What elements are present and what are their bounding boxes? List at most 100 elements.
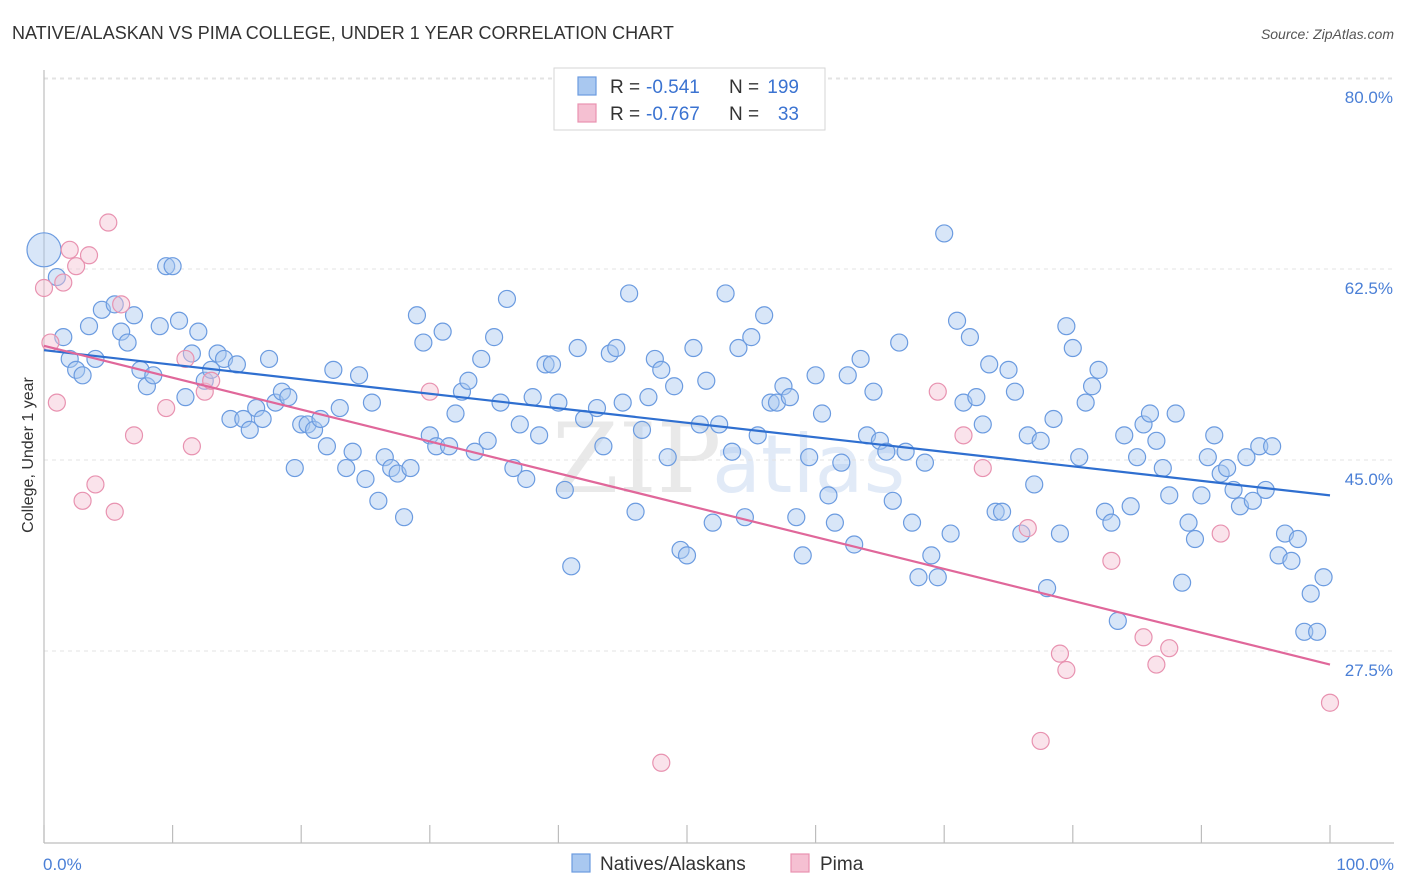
pima-trend-line	[43, 344, 1331, 666]
pima-point-3	[54, 273, 73, 292]
pima-point-27	[1102, 551, 1121, 570]
bottom-legend-label-natives: Natives/Alaskans	[600, 854, 746, 875]
legend-r-value-pima: -0.767	[646, 104, 700, 125]
legend-n-label-pima: N =	[729, 104, 759, 125]
natives-point-184	[1237, 448, 1256, 467]
natives-point-160	[1082, 377, 1102, 396]
natives-point-136	[928, 568, 947, 587]
pima-point-23	[1018, 519, 1037, 538]
natives-point-170	[1147, 431, 1166, 450]
natives-point-20	[176, 388, 195, 407]
natives-point-84	[594, 437, 613, 456]
natives-point-161	[1089, 360, 1108, 379]
natives-point-18	[163, 257, 182, 276]
natives-point-165	[1115, 426, 1134, 445]
natives-point-47	[349, 366, 369, 385]
natives-point-27	[221, 409, 240, 429]
natives-point-114	[787, 508, 806, 527]
natives-point-143	[973, 415, 992, 434]
natives-point-154	[1044, 409, 1063, 429]
natives-point-6	[79, 317, 99, 336]
natives-point-91	[639, 388, 658, 407]
natives-point-187	[1256, 480, 1275, 500]
natives-point-126	[864, 382, 883, 401]
pima-point-5	[67, 257, 86, 276]
natives-point-179	[1205, 426, 1224, 445]
pima-point-8	[86, 475, 105, 494]
legend-swatch-pima	[577, 103, 597, 123]
y-tick-label-3: 27.5%	[1345, 661, 1393, 680]
natives-point-128	[877, 442, 896, 461]
natives-point-155	[1050, 524, 1070, 543]
natives-point-109	[755, 306, 774, 325]
natives-point-74	[523, 388, 542, 407]
natives-point-129	[883, 491, 902, 510]
legend-r-label-pima: R =	[610, 104, 640, 125]
natives-point-148	[1005, 382, 1025, 401]
grid-lines	[44, 77, 1394, 652]
natives-point-66	[472, 349, 491, 369]
natives-point-166	[1121, 497, 1140, 516]
y-tick-label-1: 62.5%	[1345, 279, 1393, 298]
natives-point-164	[1108, 611, 1127, 630]
legend-r-value-natives: -0.541	[646, 77, 700, 98]
natives-point-72	[510, 415, 529, 434]
trend-lines	[43, 344, 1331, 666]
natives-point-90	[632, 420, 652, 439]
natives-point-94	[658, 448, 677, 467]
natives-point-172	[1160, 486, 1179, 505]
natives-point-113	[780, 388, 799, 407]
natives-point-110	[761, 393, 780, 412]
natives-point-12	[124, 306, 144, 325]
pima-point-22	[973, 458, 992, 478]
natives-point-56	[407, 306, 427, 325]
natives-point-196	[1314, 568, 1333, 587]
natives-point-36	[279, 388, 298, 407]
natives-point-11	[118, 333, 137, 352]
natives-point-144	[980, 355, 999, 374]
pima-point-31	[1211, 524, 1230, 543]
watermark: ZIP atlas	[552, 403, 905, 515]
natives-trend-line	[43, 349, 1331, 497]
pima-point-6	[73, 491, 92, 510]
natives-point-137	[935, 224, 954, 243]
natives-point-195	[1308, 622, 1327, 641]
natives-point-67	[478, 431, 497, 450]
pima-point-12	[124, 426, 144, 445]
pima-point-19	[652, 753, 671, 772]
natives-point-122	[838, 366, 857, 385]
natives-point-57	[414, 333, 433, 352]
natives-point-49	[362, 393, 382, 412]
natives-point-50	[369, 491, 388, 510]
pima-point-14	[176, 349, 195, 369]
legend-swatch-natives	[577, 76, 597, 96]
natives-point-173	[1166, 404, 1185, 423]
natives-point-115	[793, 546, 812, 565]
natives-point-146	[992, 502, 1012, 521]
natives-point-152	[1031, 431, 1050, 450]
natives-point-120	[825, 513, 844, 532]
natives-point-130	[890, 333, 909, 352]
natives-point-17	[157, 257, 176, 276]
natives-point-10	[112, 322, 131, 341]
natives-point-29	[234, 409, 253, 429]
natives-point-104	[722, 442, 742, 461]
chart-source: Source: ZipAtlas.com	[1261, 26, 1394, 42]
natives-point-159	[1076, 393, 1095, 412]
natives-point-33	[259, 349, 279, 369]
legend-n-label-natives: N =	[729, 77, 759, 98]
natives-point-176	[1185, 529, 1205, 549]
natives-point-162	[1095, 502, 1115, 521]
pima-point-17	[202, 371, 221, 390]
legend-box: R = -0.541 N = 199 R = -0.767 N = 33	[553, 67, 826, 131]
legend-n-value-natives: 199	[767, 77, 799, 98]
natives-point-151	[1025, 475, 1044, 494]
natives-point-157	[1063, 338, 1082, 358]
natives-point-116	[800, 448, 819, 467]
natives-point-192	[1288, 529, 1307, 549]
legend-r-label-natives: R =	[610, 77, 640, 98]
natives-point-134	[915, 453, 935, 472]
x-tick-label-max: 100.0%	[1336, 855, 1394, 874]
natives-point-73	[517, 469, 536, 489]
